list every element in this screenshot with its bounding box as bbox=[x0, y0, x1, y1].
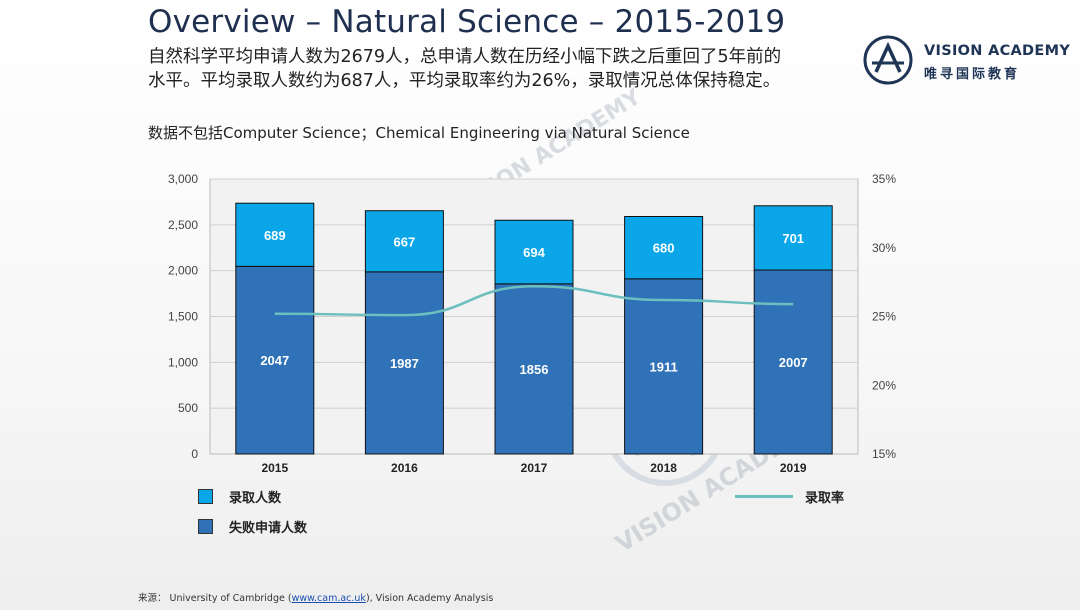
data-label-rejected: 1856 bbox=[520, 362, 549, 377]
data-note: 数据不包括Computer Science；Chemical Engineeri… bbox=[148, 124, 690, 142]
rate-line bbox=[274, 284, 794, 317]
data-label-admitted: 689 bbox=[264, 228, 286, 243]
y2-tick-label: 30% bbox=[872, 241, 896, 255]
bar-rejected bbox=[753, 269, 833, 455]
bar-rejected bbox=[494, 283, 574, 455]
source-suffix: ), Vision Academy Analysis bbox=[365, 593, 494, 604]
bar-rejected bbox=[624, 278, 704, 455]
legend-rejected: 失败申请人数 bbox=[198, 517, 307, 536]
logo-icon bbox=[863, 35, 913, 85]
legend-admitted: 录取人数 bbox=[198, 487, 281, 506]
x-tick-label: 2018 bbox=[650, 461, 677, 475]
bar-admitted bbox=[624, 215, 704, 280]
y-tick-label: 1,000 bbox=[168, 355, 198, 369]
source-prefix: 来源： University of Cambridge ( bbox=[138, 593, 292, 604]
data-label-admitted: 701 bbox=[782, 231, 804, 246]
x-tick-label: 2016 bbox=[391, 461, 418, 475]
legend-label-rejected: 失败申请人数 bbox=[229, 521, 308, 536]
legend-swatch-admitted bbox=[198, 489, 213, 504]
y-tick-label: 500 bbox=[178, 401, 198, 415]
y2-tick-label: 15% bbox=[872, 447, 896, 461]
bar-admitted bbox=[753, 205, 833, 271]
x-tick-label: 2015 bbox=[261, 461, 288, 475]
page-title: Overview – Natural Science – 2015-2019 bbox=[148, 4, 786, 40]
data-label-rejected: 1911 bbox=[649, 359, 677, 374]
page-subtitle: 自然科学平均申请人数为2679人，总申请人数在历经小幅下跌之后重回了5年前的水平… bbox=[148, 47, 782, 91]
bar-admitted bbox=[364, 210, 444, 273]
x-tick-label: 2019 bbox=[780, 461, 807, 475]
source-link[interactable]: www.cam.ac.uk bbox=[291, 593, 366, 604]
y-tick-label: 1,500 bbox=[168, 310, 198, 324]
bar-rejected bbox=[235, 265, 315, 455]
x-tick-label: 2017 bbox=[521, 461, 548, 475]
y-tick-label: 2,500 bbox=[168, 218, 198, 232]
legend-swatch-rejected bbox=[198, 519, 213, 534]
logo-name-cn: 唯寻国际教育 bbox=[924, 67, 1021, 82]
y-tick-label: 2,000 bbox=[168, 264, 198, 278]
data-label-rejected: 2007 bbox=[779, 355, 808, 370]
y2-tick-label: 35% bbox=[872, 172, 896, 186]
source-note: 来源： University of Cambridge (www.cam.ac.… bbox=[138, 590, 493, 604]
legend-rate: 录取率 bbox=[735, 487, 844, 506]
y-tick-label: 0 bbox=[191, 447, 198, 461]
data-label-admitted: 667 bbox=[394, 234, 416, 249]
data-label-admitted: 694 bbox=[523, 245, 545, 260]
legend-swatch-rate bbox=[735, 495, 793, 498]
brand-logo: VISION ACADEMY 唯寻国际教育 bbox=[862, 34, 1070, 85]
bar-admitted bbox=[494, 219, 574, 285]
data-label-admitted: 680 bbox=[653, 241, 675, 256]
logo-name: VISION ACADEMY bbox=[924, 43, 1071, 59]
y-tick-label: 3,000 bbox=[168, 172, 198, 186]
bar-admitted bbox=[235, 202, 315, 267]
y2-tick-label: 20% bbox=[872, 378, 896, 392]
bar-rejected bbox=[364, 271, 444, 455]
y2-tick-label: 25% bbox=[872, 310, 896, 324]
data-label-rejected: 2047 bbox=[260, 353, 289, 368]
legend-label-rate: 录取率 bbox=[805, 491, 845, 506]
legend-label-admitted: 录取人数 bbox=[229, 491, 282, 506]
data-label-rejected: 1987 bbox=[390, 356, 419, 371]
